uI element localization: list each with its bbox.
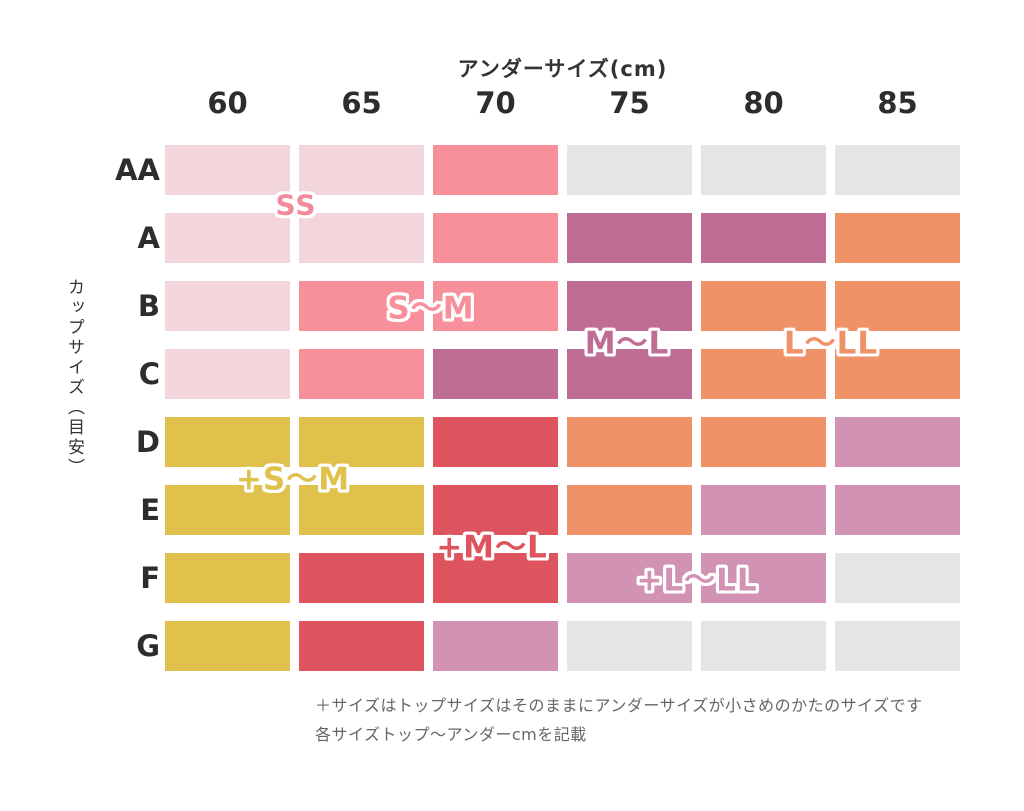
row-label-F: F (140, 561, 160, 595)
cell-A-65 (299, 213, 424, 263)
size-zone-label-L～LL: L～LL (783, 325, 879, 362)
cell-F-75 (567, 553, 692, 603)
cell-A-80 (701, 213, 826, 263)
cell-C-85 (835, 349, 960, 399)
cell-G-70 (433, 621, 558, 671)
column-header-70: 70 (475, 86, 516, 120)
cell-D-85 (835, 417, 960, 467)
under-size-axis-title: アンダーサイズ(cm) (457, 57, 668, 81)
cell-B-75 (567, 281, 692, 331)
cell-C-75 (567, 349, 692, 399)
column-header-75: 75 (609, 86, 650, 120)
cell-E-70 (433, 485, 558, 535)
cell-A-60 (165, 213, 290, 263)
row-label-D: D (135, 425, 160, 459)
cell-AA-65 (299, 145, 424, 195)
cell-G-75 (567, 621, 692, 671)
cell-AA-75 (567, 145, 692, 195)
row-label-C: C (138, 357, 160, 391)
cell-F-85 (835, 553, 960, 603)
cell-F-80 (701, 553, 826, 603)
cell-D-65 (299, 417, 424, 467)
cell-F-60 (165, 553, 290, 603)
size-zone-label-SS: SS (275, 188, 317, 222)
row-label-E: E (140, 493, 160, 527)
cell-B-60 (165, 281, 290, 331)
row-label-AA: AA (115, 153, 160, 187)
cell-B-85 (835, 281, 960, 331)
cell-C-60 (165, 349, 290, 399)
cell-E-80 (701, 485, 826, 535)
size-zone-label-M～L: M～L (584, 325, 670, 362)
column-header-80: 80 (743, 86, 784, 120)
size-zone-label-+L～LL: +L～LL (636, 562, 758, 599)
cell-F-70 (433, 553, 558, 603)
cell-C-65 (299, 349, 424, 399)
cell-E-85 (835, 485, 960, 535)
cell-E-75 (567, 485, 692, 535)
row-label-B: B (137, 289, 160, 323)
cell-F-65 (299, 553, 424, 603)
row-label-A: A (137, 221, 160, 255)
row-label-G: G (136, 629, 160, 663)
cell-A-70 (433, 213, 558, 263)
cell-B-80 (701, 281, 826, 331)
cell-AA-70 (433, 145, 558, 195)
column-header-65: 65 (341, 86, 382, 120)
cell-E-65 (299, 485, 424, 535)
cell-A-85 (835, 213, 960, 263)
column-headers: 60 65 70 75 80 85 (165, 86, 960, 120)
size-zone-label-+M～L: +M～L (436, 529, 548, 566)
cell-AA-80 (701, 145, 826, 195)
cell-C-70 (433, 349, 558, 399)
cell-B-70 (433, 281, 558, 331)
cell-E-60 (165, 485, 290, 535)
cell-G-80 (701, 621, 826, 671)
footnote-line-2: 各サイズトップ～アンダーcmを記載 (315, 725, 587, 744)
cell-AA-85 (835, 145, 960, 195)
cell-D-70 (433, 417, 558, 467)
cell-G-85 (835, 621, 960, 671)
cell-G-60 (165, 621, 290, 671)
size-zone-label-S～M: S～M (387, 290, 475, 327)
cell-D-75 (567, 417, 692, 467)
size-zone-label-+S～M: +S～M (235, 461, 351, 498)
cell-D-60 (165, 417, 290, 467)
cell-AA-60 (165, 145, 290, 195)
footnote: ＋サイズはトップサイズはそのままにアンダーサイズが小さめのかたのサイズです 各サ… (315, 691, 923, 749)
cell-C-80 (701, 349, 826, 399)
cell-B-65 (299, 281, 424, 331)
column-header-85: 85 (877, 86, 918, 120)
cell-A-75 (567, 213, 692, 263)
cup-size-axis-title: カップサイズ（目安） (64, 278, 84, 478)
cell-D-80 (701, 417, 826, 467)
footnote-line-1: ＋サイズはトップサイズはそのままにアンダーサイズが小さめのかたのサイズです (315, 696, 923, 715)
column-header-60: 60 (207, 86, 248, 120)
size-grid (165, 145, 960, 671)
cell-G-65 (299, 621, 424, 671)
